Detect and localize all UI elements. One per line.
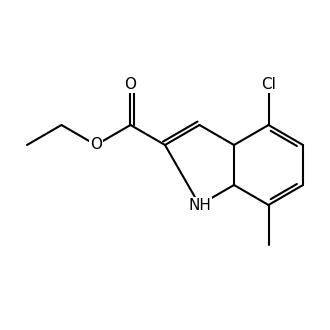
Text: NH: NH [188,197,211,213]
Text: Cl: Cl [261,78,276,92]
Text: O: O [124,78,137,92]
Text: O: O [90,138,102,152]
